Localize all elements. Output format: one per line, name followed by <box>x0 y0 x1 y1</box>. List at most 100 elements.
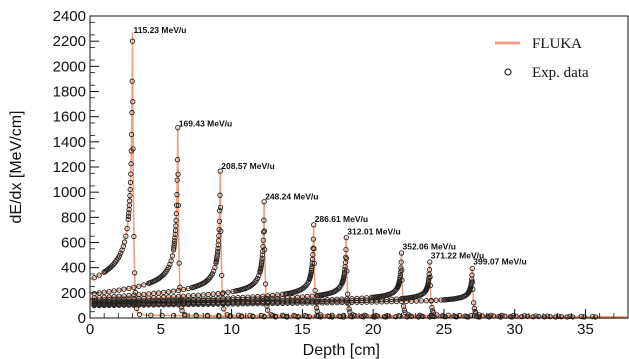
exp-data-point <box>265 307 271 313</box>
exp-data-point <box>111 293 117 300</box>
exp-data-point <box>111 260 118 266</box>
x-tick-label: 10 <box>223 321 240 338</box>
exp-data-point <box>311 246 317 252</box>
exp-data-point <box>314 297 320 303</box>
exp-data-point <box>121 293 127 299</box>
exp-data-point <box>314 300 320 306</box>
exp-data-point <box>274 292 281 298</box>
exp-data-point <box>217 168 223 174</box>
legend-exp-marker <box>504 68 512 76</box>
peak-energy-label: 115.23 MeV/u <box>134 25 187 35</box>
exp-data-point <box>160 289 167 296</box>
exp-data-point <box>364 297 370 303</box>
exp-data-point <box>350 312 356 318</box>
exp-data-point <box>346 306 352 312</box>
exp-data-point <box>116 253 123 259</box>
exp-data-point <box>128 161 134 167</box>
exp-data-point <box>265 300 271 307</box>
exp-data-point <box>260 293 266 299</box>
exp-data-point <box>174 157 181 163</box>
exp-data-point <box>369 297 375 303</box>
exp-data-point <box>309 300 315 306</box>
exp-data-point <box>168 258 174 264</box>
exp-data-point <box>175 302 182 308</box>
exp-data-point <box>359 299 365 305</box>
exp-data-point <box>260 300 266 307</box>
exp-data-point <box>193 312 199 318</box>
exp-data-point <box>205 276 212 282</box>
exp-data-point <box>553 314 559 320</box>
exp-data-point <box>130 146 136 152</box>
exp-data-point <box>174 177 180 183</box>
exp-data-point <box>349 299 355 306</box>
exp-data-point <box>124 226 130 232</box>
exp-data-point <box>311 260 317 266</box>
exp-data-point <box>329 298 335 304</box>
exp-data-point <box>339 299 345 306</box>
exp-data-point <box>349 298 355 304</box>
exp-data-point <box>214 253 220 259</box>
exp-data-point <box>570 314 576 320</box>
exp-data-point <box>311 222 317 228</box>
exp-data-point <box>397 272 403 278</box>
exp-data-point <box>215 248 221 255</box>
exp-data-point <box>469 279 476 285</box>
exp-data-point <box>165 302 172 308</box>
exp-data-point <box>260 229 267 235</box>
exp-data-point <box>364 299 370 305</box>
exp-data-point <box>118 250 124 256</box>
exp-data-point <box>388 296 395 302</box>
exp-data-point <box>125 216 131 222</box>
exp-data-point <box>347 309 353 315</box>
exp-data-point <box>578 313 584 320</box>
exp-data-point <box>309 293 315 299</box>
exp-data-point <box>131 302 137 308</box>
exp-data-point <box>131 270 138 276</box>
exp-data-point <box>426 266 433 273</box>
exp-data-point <box>175 125 181 131</box>
exp-data-point <box>123 233 129 239</box>
exp-data-point <box>215 301 221 307</box>
exp-data-point <box>180 286 187 293</box>
y-tick-label: 1400 <box>53 134 86 151</box>
y-tick-label: 1000 <box>53 184 86 201</box>
exp-data-point <box>343 254 349 260</box>
exp-data-point <box>547 314 553 320</box>
exp-data-point <box>129 38 136 44</box>
exp-data-point <box>128 131 135 138</box>
exp-data-point <box>101 289 107 295</box>
exp-data-point <box>471 300 477 306</box>
exp-data-point <box>289 300 296 306</box>
exp-data-point <box>402 309 408 316</box>
exp-data-point <box>173 223 179 229</box>
exp-data-point <box>156 302 162 308</box>
exp-data-point <box>427 259 433 265</box>
exp-data-point <box>195 301 201 308</box>
exp-data-point <box>141 295 147 301</box>
exp-data-point <box>127 192 133 199</box>
exp-data-point <box>121 302 127 308</box>
y-tick-label: 1600 <box>53 109 86 126</box>
exp-data-point <box>200 298 206 304</box>
exp-data-point <box>374 297 380 303</box>
exp-data-point <box>564 314 570 320</box>
exp-data-point <box>205 297 211 304</box>
exp-data-point <box>225 295 231 301</box>
exp-data-point <box>401 307 407 313</box>
exp-data-point <box>393 298 400 305</box>
y-tick-label: 1800 <box>53 84 86 101</box>
exp-data-point <box>274 295 281 301</box>
exp-data-point <box>398 259 404 265</box>
x-axis-title: Depth [cm] <box>303 342 380 359</box>
exp-data-point <box>403 298 410 304</box>
exp-data-point <box>126 302 132 308</box>
exp-data-point <box>230 295 236 301</box>
exp-data-point <box>171 243 177 249</box>
exp-data-point <box>408 298 415 304</box>
exp-data-point <box>259 255 265 261</box>
exp-data-point <box>146 302 152 308</box>
exp-data-point <box>334 298 340 304</box>
exp-data-point <box>429 304 435 311</box>
exp-data-point <box>294 300 301 306</box>
